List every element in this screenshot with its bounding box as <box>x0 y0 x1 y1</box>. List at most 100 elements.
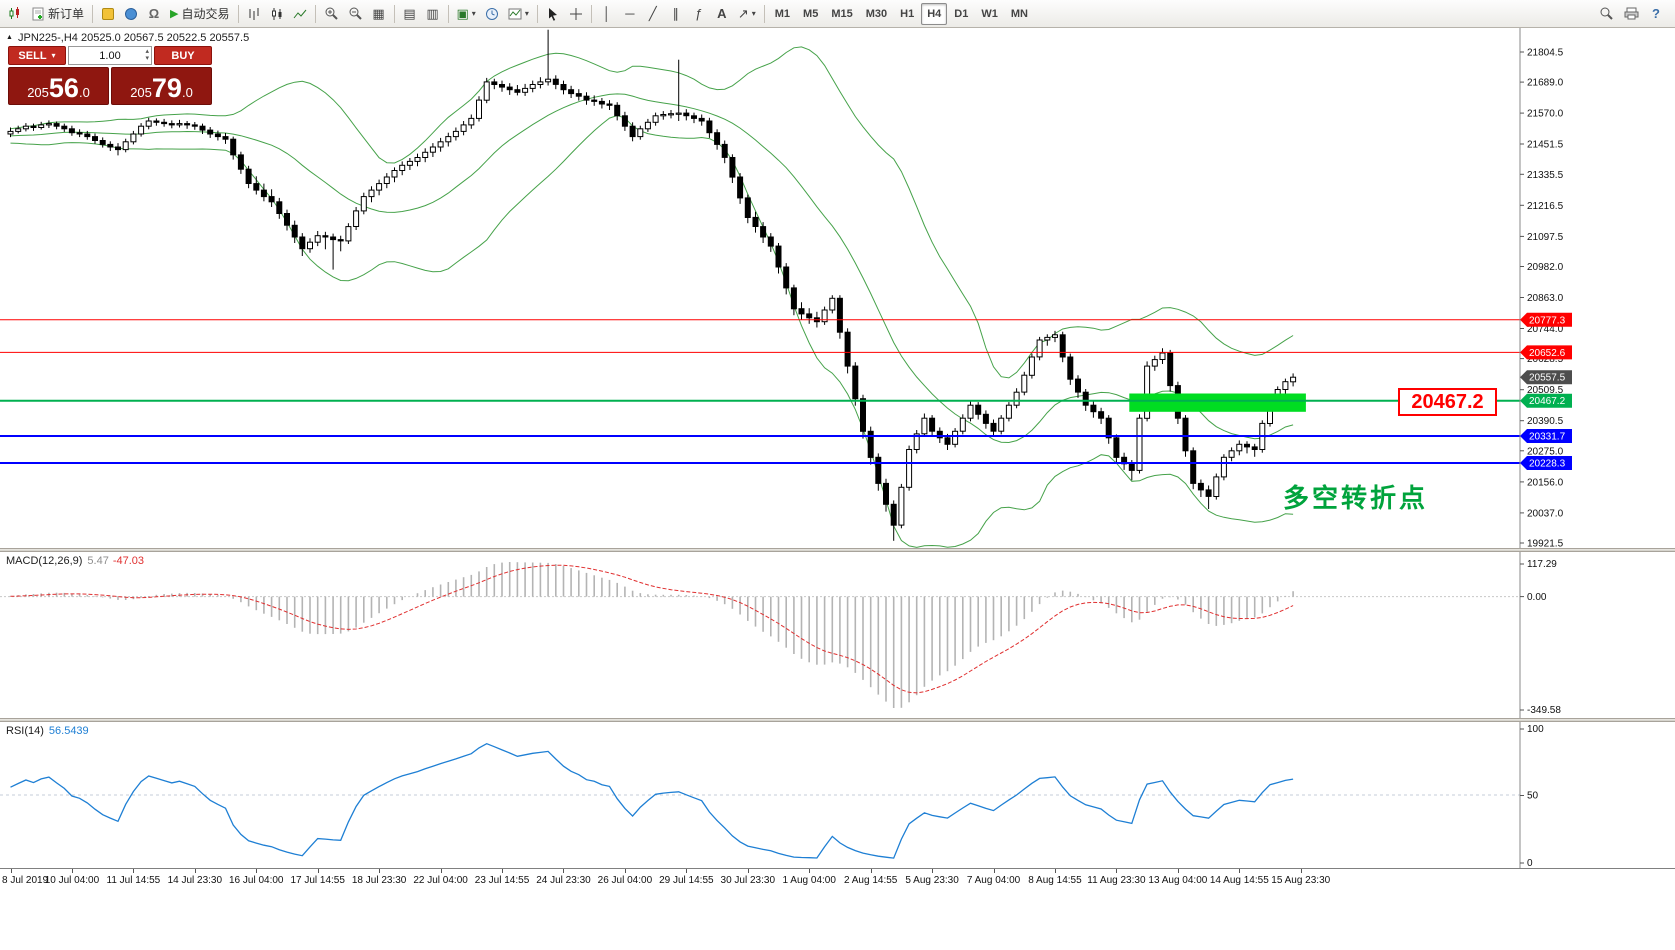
macd-scale-top: 117.29 <box>1527 559 1557 570</box>
price-scale-tick: 20982.0 <box>1527 262 1564 273</box>
print-button[interactable] <box>1620 3 1643 25</box>
sell-price-button[interactable]: 205 56.0 <box>8 67 109 105</box>
tf-button-m30[interactable]: M30 <box>865 7 888 20</box>
price-badge: 20652.6 <box>1520 345 1572 360</box>
new-order-button[interactable]: 新订单 <box>28 3 88 25</box>
toolbar-separator <box>536 4 538 23</box>
time-axis[interactable]: 8 Jul 2019 10 Jul 04:00 11 Jul 14:55 14 Jul… <box>0 868 1675 896</box>
tf-button-m5[interactable]: M5 <box>803 7 819 20</box>
fibonacci-tool-button[interactable]: ƒ <box>688 3 710 25</box>
macd-panel[interactable]: 117.29 0.00 -349.58 <box>0 552 1675 718</box>
cursor-button[interactable] <box>542 3 564 25</box>
search-icon <box>1600 7 1613 20</box>
price-badge: 20228.3 <box>1520 456 1572 470</box>
symbol-triangle-icon: ▲ <box>6 34 13 41</box>
arrange-horizontal-button[interactable]: ▤ <box>399 3 421 25</box>
volume-spinner: ▴ ▾ <box>145 48 149 62</box>
zoom-out-icon <box>349 7 362 20</box>
panel-separator[interactable] <box>0 548 1675 552</box>
bar-chart-button[interactable] <box>243 3 265 25</box>
metaeditor-button[interactable] <box>97 3 119 25</box>
turning-point-annotation[interactable]: 多空转折点 <box>1283 483 1429 513</box>
arrange-h-icon: ▤ <box>403 6 416 21</box>
new-order-label: 新订单 <box>48 7 85 21</box>
price-label-box[interactable]: 20467.2 <box>1398 388 1497 416</box>
toolbar-separator <box>237 4 239 23</box>
rsi-value: 56.5439 <box>48 725 89 737</box>
help-button[interactable]: ? <box>1645 3 1667 25</box>
zoom-out-button[interactable] <box>344 3 367 25</box>
time-axis-label: 23 Jul 14:55 <box>474 875 530 886</box>
tf-button-m15[interactable]: M15 <box>831 7 853 20</box>
sell-label: SELL <box>18 49 47 62</box>
price-scale-tick: 20744.0 <box>1527 324 1564 335</box>
one-click-trading-panel: SELL ▾ 1.00 ▴ ▾ BUY 205 56.0 205 79.0 <box>8 46 212 105</box>
buy-small-button[interactable]: BUY <box>154 46 212 65</box>
macd-scale-bottom: -349.58 <box>1527 705 1561 716</box>
line-chart-button[interactable] <box>289 3 311 25</box>
toolbar-separator <box>314 4 316 23</box>
market-button[interactable] <box>120 3 142 25</box>
time-axis-tick <box>379 869 381 873</box>
toolbar-right-group: ? <box>1595 3 1671 25</box>
time-axis-tick <box>502 869 504 873</box>
tf-button-h1[interactable]: H1 <box>900 7 915 20</box>
crosshair-button[interactable] <box>565 3 587 25</box>
arrange-vertical-button[interactable]: ▥ <box>422 3 444 25</box>
tile-windows-button[interactable]: ▦ <box>368 3 390 25</box>
time-axis-label: 17 Jul 14:55 <box>290 875 345 886</box>
trendline-tool-button[interactable]: ╱ <box>642 3 664 25</box>
time-axis-tick <box>747 869 749 873</box>
new-chart-button[interactable]: ▣ ▾ <box>453 3 480 25</box>
volume-up-button[interactable]: ▴ <box>145 48 149 55</box>
panel-separator[interactable] <box>0 718 1675 722</box>
macd-signal-value: -47.03 <box>112 555 145 567</box>
price-scale-tick: 21335.5 <box>1527 170 1564 181</box>
buy-price-button[interactable]: 205 79.0 <box>111 67 212 105</box>
price-scale-tick: 19921.5 <box>1527 539 1564 549</box>
tf-button-w1[interactable]: W1 <box>981 7 998 20</box>
volume-input[interactable]: 1.00 ▴ ▾ <box>68 46 152 65</box>
autotrading-button[interactable]: ▶ 自动交易 <box>166 3 233 25</box>
profiles-button[interactable] <box>481 3 503 25</box>
main-chart[interactable]: 21804.5 21689.0 21570.0 21451.5 21335.5 21216… <box>0 28 1675 548</box>
printer-icon <box>1624 7 1639 20</box>
rsi-name: RSI(14) <box>6 725 44 737</box>
time-axis-label: 16 Jul 04:00 <box>229 875 284 886</box>
time-axis-tick <box>133 869 135 873</box>
volume-down-button[interactable]: ▾ <box>145 55 149 62</box>
autotrading-label: 自动交易 <box>181 7 230 21</box>
cursor-icon <box>549 7 558 21</box>
chart-area[interactable]: 21804.5 21689.0 21570.0 21451.5 21335.5 21216… <box>0 28 1675 950</box>
tf-button-d1[interactable]: D1 <box>954 7 969 20</box>
bars-icon <box>249 7 258 20</box>
price-scale-tick: 20509.5 <box>1527 385 1564 396</box>
horizontal-line-tool-button[interactable]: ─ <box>619 3 641 25</box>
zoom-in-button[interactable] <box>320 3 343 25</box>
price-scale-tick: 21804.5 <box>1527 48 1564 59</box>
search-button[interactable] <box>1595 3 1618 25</box>
tf-button-h4[interactable]: H4 <box>921 2 948 25</box>
time-axis-label: 11 Jul 14:55 <box>106 875 161 886</box>
arrows-tool-button[interactable]: ↗ ▾ <box>734 3 760 25</box>
charts-window-icon[interactable] <box>4 3 27 25</box>
candlestick-chart-button[interactable] <box>266 3 288 25</box>
candles-icon <box>271 7 281 20</box>
rsi-scale-tick: 0 <box>1527 858 1533 868</box>
channel-tool-button[interactable]: ∥ <box>665 3 687 25</box>
time-axis-tick <box>624 869 626 873</box>
vertical-line-tool-button[interactable]: │ <box>596 3 618 25</box>
tf-button-mn[interactable]: MN <box>1010 7 1028 20</box>
rsi-panel[interactable]: 100 50 0 <box>0 722 1675 868</box>
sell-dropdown-button[interactable]: SELL ▾ <box>8 46 66 65</box>
templates-button[interactable]: ▾ <box>504 3 533 25</box>
signals-button[interactable]: Ω <box>143 3 165 25</box>
candles <box>7 29 1297 541</box>
highlight-rectangle[interactable] <box>1129 393 1306 412</box>
tf-button-m1[interactable]: M1 <box>774 7 791 20</box>
price-scale-tick: 20037.0 <box>1527 508 1564 519</box>
text-tool-button[interactable]: A <box>711 3 733 25</box>
dropdown-arrow-icon: ▾ <box>751 9 756 18</box>
time-axis-label: 7 Aug 04:00 <box>966 875 1021 886</box>
toolbar-separator <box>92 4 94 23</box>
